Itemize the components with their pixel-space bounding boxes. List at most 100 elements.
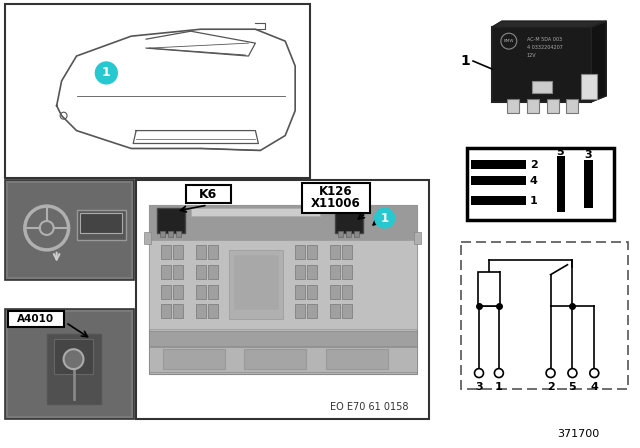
Bar [161,305,171,319]
Bar [47,334,101,404]
Bar [149,240,417,329]
Text: 5: 5 [557,147,564,157]
Bar [342,284,352,298]
Bar [507,99,519,113]
Bar [161,265,171,279]
Bar [461,242,628,389]
Bar [566,99,579,113]
Bar [208,305,218,319]
Polygon shape [591,21,606,102]
Bar [415,232,421,244]
Bar [307,245,317,259]
Circle shape [546,369,555,378]
Bar [5,310,134,419]
Bar [149,205,417,240]
Bar [471,177,525,185]
Bar [173,305,183,319]
Bar [478,271,500,306]
Text: BMW: BMW [504,39,514,43]
Bar [302,183,370,213]
Bar [326,349,388,369]
Text: 3: 3 [475,382,483,392]
Text: 4: 4 [530,176,538,186]
Bar [168,231,173,237]
Bar [354,231,359,237]
Bar [163,349,225,369]
Bar [330,265,340,279]
Bar [136,180,429,419]
Bar [149,347,417,372]
Bar [467,148,614,220]
Bar [342,245,352,259]
Bar [196,284,205,298]
Bar [8,183,131,277]
Bar [335,208,363,233]
Bar [527,99,539,113]
Bar [342,265,352,279]
Bar [186,185,230,203]
Bar [149,205,417,374]
Text: 12V: 12V [527,52,536,57]
Bar [307,284,317,298]
Text: K6: K6 [198,188,217,201]
Text: 4: 4 [590,382,598,392]
Bar [54,339,93,374]
Bar [176,231,181,237]
Bar [161,245,171,259]
Bar [295,284,305,298]
Bar [157,208,185,233]
Bar [295,245,305,259]
Bar [471,196,525,205]
Bar [330,305,340,319]
Text: 5: 5 [568,382,576,392]
Bar [295,265,305,279]
Bar [330,284,340,298]
Text: 2: 2 [530,160,538,170]
Bar [144,232,151,244]
Text: 371700: 371700 [557,429,600,439]
Circle shape [590,369,599,378]
Bar [584,160,593,208]
Circle shape [95,62,117,84]
Bar [196,265,205,279]
Bar [191,208,320,216]
Bar [208,284,218,298]
Bar [234,255,278,310]
Bar [346,231,351,237]
Bar [173,265,183,279]
Text: 4 0332204207: 4 0332204207 [527,45,563,50]
Bar [492,27,591,102]
Bar [5,180,134,280]
Bar [342,305,352,319]
Bar [196,305,205,319]
Bar [8,312,131,416]
Bar [307,265,317,279]
Circle shape [374,208,394,228]
Bar [244,349,306,369]
Bar [149,332,417,346]
Text: 1: 1 [460,54,470,68]
Text: 3: 3 [584,151,592,160]
Bar [8,311,63,327]
Bar [173,245,183,259]
Bar [295,305,305,319]
Bar [581,74,597,99]
Bar [161,284,171,298]
Text: EO E70 61 0158: EO E70 61 0158 [330,402,409,412]
Text: X11006: X11006 [311,197,361,210]
Bar [81,213,122,233]
Circle shape [495,369,503,378]
Text: 2: 2 [547,382,554,392]
Polygon shape [492,21,606,27]
Text: 1: 1 [495,382,503,392]
Bar [557,156,566,212]
Bar [5,4,310,178]
Text: AC-M 5DA 003: AC-M 5DA 003 [527,37,562,42]
Text: 1: 1 [530,196,538,206]
Circle shape [474,369,483,378]
Bar [208,265,218,279]
Bar [208,245,218,259]
Bar [77,210,126,240]
Bar [173,284,183,298]
Bar [532,81,552,93]
